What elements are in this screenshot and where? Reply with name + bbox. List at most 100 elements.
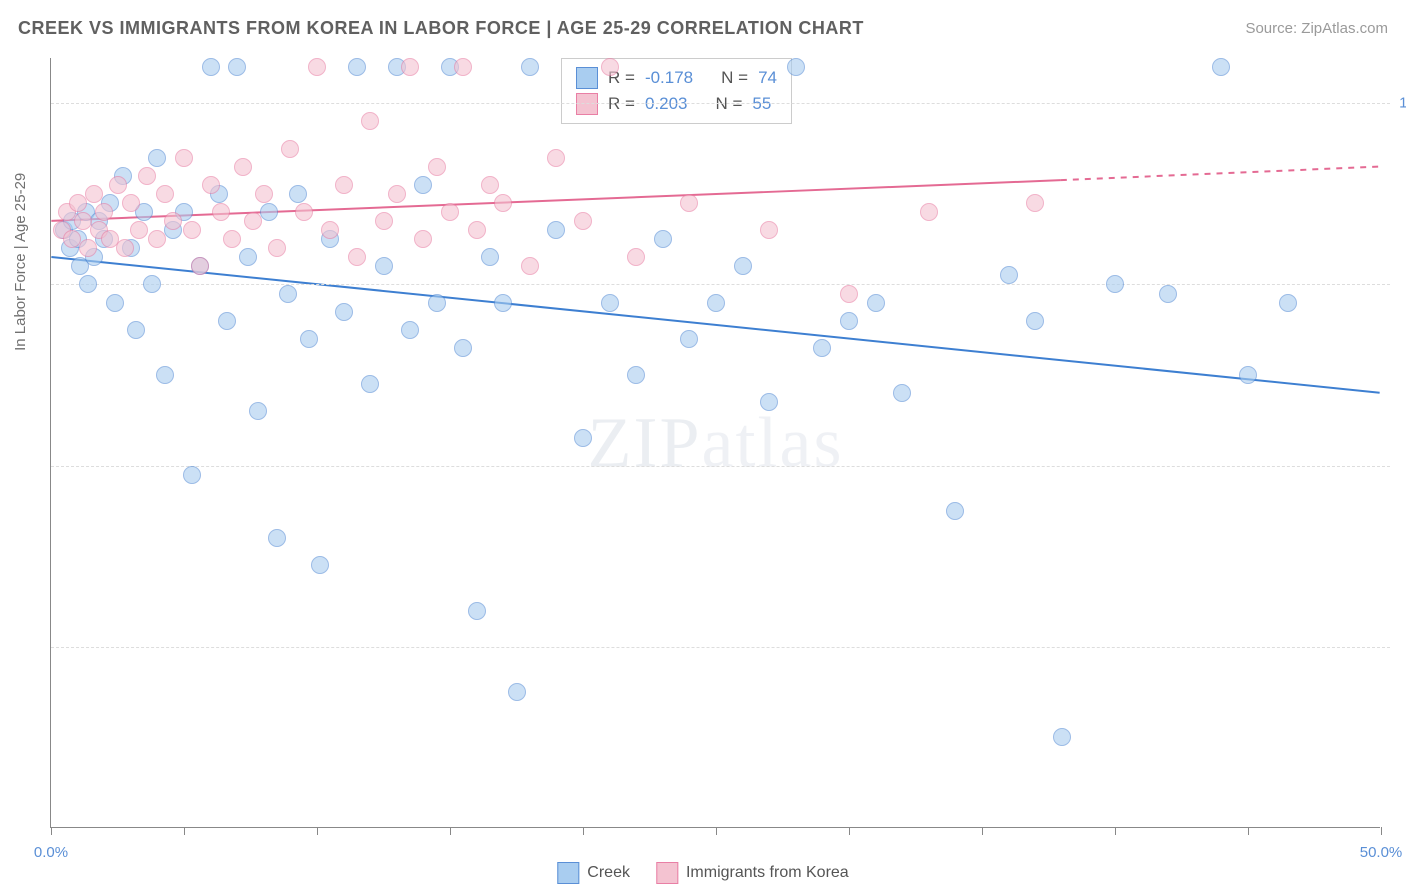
r-value: -0.178 <box>645 68 693 88</box>
data-point <box>840 312 858 330</box>
data-point <box>893 384 911 402</box>
y-axis-label: In Labor Force | Age 25-29 <box>12 173 29 351</box>
data-point <box>1106 275 1124 293</box>
x-tick <box>1248 827 1249 835</box>
data-point <box>401 321 419 339</box>
data-point <box>109 176 127 194</box>
data-point <box>840 285 858 303</box>
data-point <box>508 683 526 701</box>
x-tick <box>1381 827 1382 835</box>
data-point <box>428 294 446 312</box>
data-point <box>164 212 182 230</box>
data-point <box>279 285 297 303</box>
data-point <box>202 176 220 194</box>
legend-swatch <box>557 862 579 884</box>
x-tick-label: 0.0% <box>34 844 68 861</box>
data-point <box>361 112 379 130</box>
data-point <box>481 248 499 266</box>
data-point <box>454 339 472 357</box>
data-point <box>547 221 565 239</box>
data-point <box>143 275 161 293</box>
data-point <box>311 556 329 574</box>
data-point <box>1026 312 1044 330</box>
gridline <box>51 284 1390 285</box>
data-point <box>388 185 406 203</box>
data-point <box>1212 58 1230 76</box>
data-point <box>813 339 831 357</box>
data-point <box>85 185 103 203</box>
data-point <box>867 294 885 312</box>
data-point <box>138 167 156 185</box>
bottom-legend: Creek Immigrants from Korea <box>557 862 848 884</box>
data-point <box>375 212 393 230</box>
data-point <box>760 393 778 411</box>
data-point <box>1053 728 1071 746</box>
data-point <box>156 366 174 384</box>
data-point <box>218 312 236 330</box>
data-point <box>760 221 778 239</box>
data-point <box>401 58 419 76</box>
data-point <box>468 602 486 620</box>
legend-item: Immigrants from Korea <box>656 862 849 884</box>
data-point <box>787 58 805 76</box>
data-point <box>946 502 964 520</box>
data-point <box>680 194 698 212</box>
data-point <box>494 194 512 212</box>
data-point <box>920 203 938 221</box>
data-point <box>454 58 472 76</box>
data-point <box>627 248 645 266</box>
data-point <box>148 149 166 167</box>
title-bar: CREEK VS IMMIGRANTS FROM KOREA IN LABOR … <box>18 18 1388 39</box>
data-point <box>116 239 134 257</box>
gridline <box>51 647 1390 648</box>
data-point <box>1239 366 1257 384</box>
x-tick <box>317 827 318 835</box>
data-point <box>79 239 97 257</box>
x-tick-label: 50.0% <box>1360 844 1403 861</box>
y-tick-label: 100.0% <box>1399 95 1406 112</box>
data-point <box>441 203 459 221</box>
data-point <box>268 529 286 547</box>
data-point <box>521 58 539 76</box>
stats-box: R = -0.178 N = 74 R = 0.203 N = 55 <box>561 58 792 124</box>
data-point <box>308 58 326 76</box>
data-point <box>428 158 446 176</box>
data-point <box>183 466 201 484</box>
data-point <box>300 330 318 348</box>
data-point <box>295 203 313 221</box>
data-point <box>654 230 672 248</box>
source-label: Source: ZipAtlas.com <box>1245 20 1388 37</box>
x-tick <box>184 827 185 835</box>
data-point <box>228 58 246 76</box>
data-point <box>130 221 148 239</box>
data-point <box>69 194 87 212</box>
trend-line <box>51 257 1379 393</box>
data-point <box>249 402 267 420</box>
data-point <box>335 303 353 321</box>
legend-label: Immigrants from Korea <box>686 864 849 882</box>
legend-swatch <box>576 67 598 89</box>
x-tick <box>1115 827 1116 835</box>
legend-label: Creek <box>587 864 630 882</box>
data-point <box>212 203 230 221</box>
data-point <box>122 194 140 212</box>
gridline <box>51 103 1390 104</box>
data-point <box>255 185 273 203</box>
data-point <box>1026 194 1044 212</box>
data-point <box>156 185 174 203</box>
data-point <box>348 58 366 76</box>
data-point <box>1279 294 1297 312</box>
plot-area: ZIPatlas R = -0.178 N = 74 R = 0.203 N =… <box>50 58 1380 828</box>
x-tick <box>716 827 717 835</box>
data-point <box>521 257 539 275</box>
data-point <box>734 257 752 275</box>
data-point <box>468 221 486 239</box>
data-point <box>680 330 698 348</box>
data-point <box>574 212 592 230</box>
data-point <box>127 321 145 339</box>
data-point <box>707 294 725 312</box>
data-point <box>281 140 299 158</box>
n-value: 74 <box>758 68 777 88</box>
gridline <box>51 466 1390 467</box>
data-point <box>260 203 278 221</box>
